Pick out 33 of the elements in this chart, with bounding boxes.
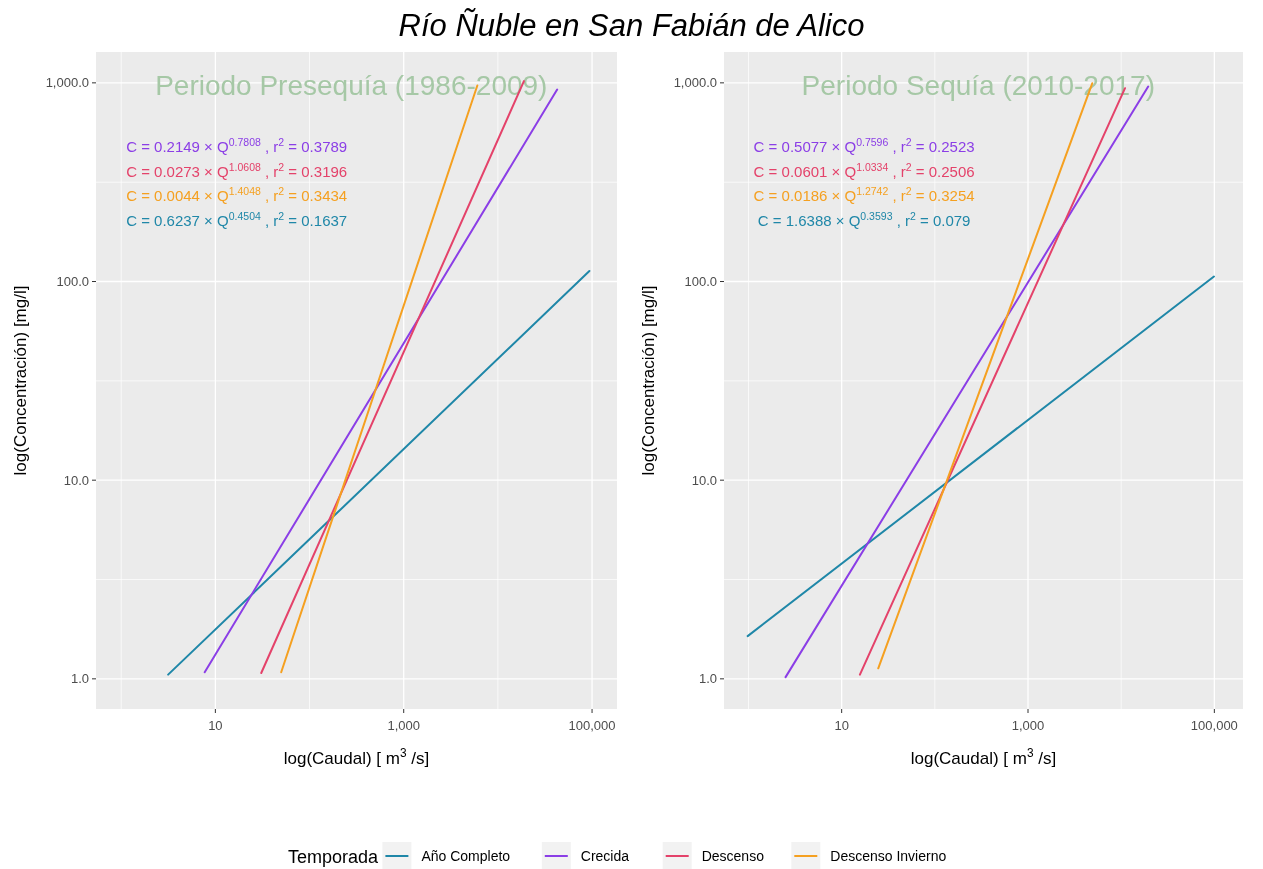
- annotation: C = 0.0273 × Q$^{1.0608}$ , r$^{2}$ = 0.3196: [126, 160, 348, 180]
- chart-title: Río Ñuble en San Fabián de Alico: [398, 8, 865, 43]
- legend-label: Año Completo: [421, 848, 511, 864]
- annotation: C = 1.6388 × Q$^{0.3593}$ , r$^{2}$ = 0.079: [757, 209, 971, 229]
- annotation: C = 0.0044 × Q$^{1.4048}$ , r$^{2}$ = 0.3434: [126, 185, 348, 204]
- y-tick-label: 100.0: [684, 274, 717, 290]
- y-axis-title: log(Concentración) [mg/l]: [639, 285, 658, 476]
- y-tick-label: 100.0: [56, 274, 89, 290]
- y-tick-label: 1.0: [698, 671, 717, 687]
- annotation: C = 0.5077 × Q$^{0.7596}$ , r$^{2}$ = 0.2523: [753, 136, 975, 155]
- annotation: C = 0.0601 × Q$^{1.0334}$ , r$^{2}$ = 0.2506: [753, 160, 975, 180]
- legend-label: Descenso: [701, 848, 765, 864]
- y-tick-label: 1,000.0: [45, 75, 89, 91]
- annotation: C = 0.6237 × Q$^{0.4504}$ , r$^{2}$ = 0.1637: [126, 209, 348, 229]
- legend-label: Crecida: [580, 848, 630, 864]
- y-tick-label: 10.0: [691, 472, 717, 488]
- x-tick-label: 100,000: [1190, 718, 1238, 733]
- x-tick-label: 100,000: [568, 718, 616, 733]
- x-tick-label: 10: [834, 718, 849, 733]
- x-tick-label: 1,000: [387, 718, 420, 733]
- x-tick-label: 1,000: [1011, 718, 1045, 733]
- x-axis-title: log(Caudal) [ m$^{3}$ /s]: [910, 746, 1057, 768]
- annotation: C = 0.0186 × Q$^{1.2742}$ , r$^{2}$ = 0.3254: [753, 185, 975, 204]
- x-axis-title: log(Caudal) [ m$^{3}$ /s]: [283, 746, 430, 768]
- y-tick-label: 1,000.0: [673, 75, 717, 91]
- legend-label: Descenso Invierno: [830, 848, 947, 864]
- annotation: C = 0.2149 × Q$^{0.7808}$ , r$^{2}$ = 0.3789: [126, 136, 348, 155]
- y-axis-title: log(Concentración) [mg/l]: [11, 285, 30, 476]
- x-tick-label: 10: [208, 718, 223, 733]
- y-tick-label: 1.0: [70, 671, 89, 687]
- legend-title: Temporada: [288, 847, 380, 867]
- y-tick-label: 10.0: [63, 472, 89, 488]
- annotation: Periodo Sequía (2010-2017): [801, 70, 1155, 101]
